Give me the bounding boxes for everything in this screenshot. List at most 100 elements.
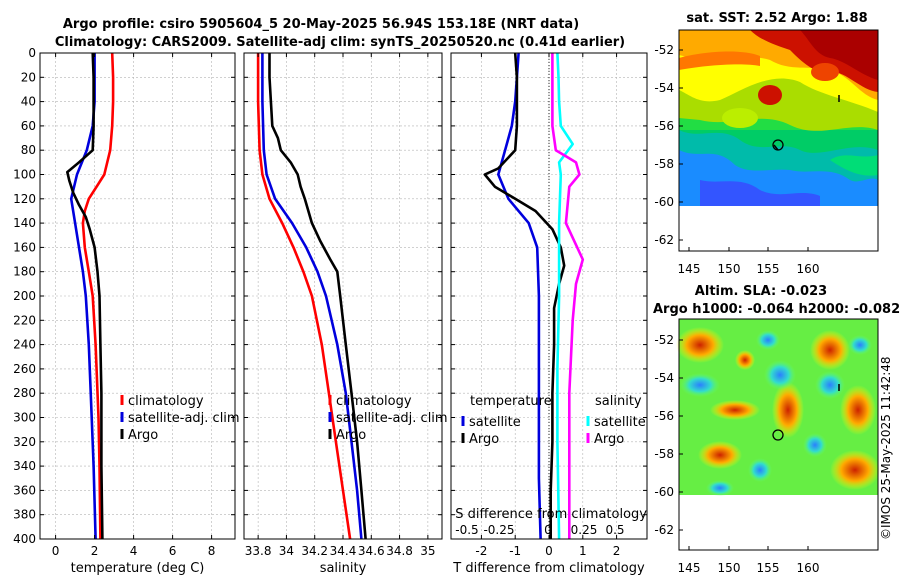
y-tick-label: 260 bbox=[13, 362, 36, 376]
imos-watermark: ©IMOS 25-May-2025 11:42:48 bbox=[879, 356, 893, 540]
y-tick-label: 220 bbox=[13, 313, 36, 327]
y-tick-label: 140 bbox=[13, 216, 36, 230]
y-tick-label: 60 bbox=[21, 119, 36, 133]
x-axis-label: T difference from climatology bbox=[452, 561, 645, 576]
legend-label: Argo bbox=[128, 428, 158, 443]
x-tick-label: 34.2 bbox=[301, 544, 328, 558]
sla-image bbox=[676, 319, 880, 496]
x-tick-label: 6 bbox=[169, 544, 177, 558]
x-tick-label: 34.4 bbox=[330, 544, 357, 558]
x-tick-label: 34.6 bbox=[358, 544, 385, 558]
lat-tick-label: -62 bbox=[654, 233, 674, 247]
lat-tick-label: -58 bbox=[654, 157, 674, 171]
series-line-climatology bbox=[81, 52, 115, 540]
y-tick-label: 100 bbox=[13, 168, 36, 182]
legend-title: salinity bbox=[595, 394, 642, 409]
x-tick-label: 1 bbox=[579, 544, 587, 558]
sst-map-frame bbox=[678, 29, 879, 252]
y-tick-label: 40 bbox=[21, 95, 36, 109]
series-line-argo bbox=[66, 52, 104, 540]
legend-label: satellite-adj. clim bbox=[128, 411, 240, 426]
lon-tick-label: 150 bbox=[718, 262, 741, 276]
y-tick-label: 280 bbox=[13, 386, 36, 400]
x-tick-label: 34.8 bbox=[386, 544, 413, 558]
lat-tick-label: -54 bbox=[654, 81, 674, 95]
series-line-salinity-argo bbox=[551, 53, 585, 539]
sla-map-title-line1: Altim. SLA: -0.023 bbox=[695, 284, 827, 299]
y-tick-label: 160 bbox=[13, 240, 36, 254]
y-tick-label: 120 bbox=[13, 192, 36, 206]
y-tick-label: 300 bbox=[13, 411, 36, 425]
figure-title-line1: Argo profile: csiro 5905604_5 20-May-202… bbox=[63, 17, 579, 32]
difference-panel: -2 -1 0 1 2 T difference from climatology temp… bbox=[450, 52, 648, 576]
y-tick-label: 240 bbox=[13, 338, 36, 352]
sla-map-title-line2: Argo h1000: -0.064 h2000: -0.082 bbox=[653, 302, 900, 317]
sla-map-ticks: -52 -54 -56 -58 -60 -62 145 150 155 160 bbox=[654, 333, 819, 575]
x-tick-label: 2 bbox=[91, 544, 99, 558]
sst-map-ticks: -52 -54 -56 -58 -60 -62 145 150 155 160 bbox=[654, 43, 819, 276]
lat-tick-label: -62 bbox=[654, 523, 674, 537]
legend-label: satellite bbox=[594, 415, 646, 430]
legend-label: Argo bbox=[336, 428, 366, 443]
y-tick-label: 360 bbox=[13, 483, 36, 497]
y-tick-label: 80 bbox=[21, 143, 36, 157]
legend-label: satellite bbox=[469, 415, 521, 430]
top-axis-label: S difference from climatology bbox=[455, 507, 647, 522]
y-tick-label: 180 bbox=[13, 265, 36, 279]
legend-label: climatology bbox=[336, 394, 412, 409]
salinity-panel: 33.8 34 34.2 34.4 34.6 34.8 35 salinity climatol… bbox=[243, 52, 448, 576]
lon-tick-label: 160 bbox=[797, 262, 820, 276]
legend-label: satellite-adj. clim bbox=[336, 411, 448, 426]
x-tick-label: 33.8 bbox=[245, 544, 272, 558]
lon-tick-label: 145 bbox=[678, 262, 701, 276]
figure-title-line2: Climatology: CARS2009. Satellite-adj cli… bbox=[55, 35, 625, 50]
lat-tick-label: -56 bbox=[654, 119, 674, 133]
x-tick-label: 34 bbox=[279, 544, 294, 558]
lon-tick-label: 155 bbox=[757, 262, 780, 276]
x-tick-label: -2 bbox=[475, 544, 487, 558]
top-tick-label: 0 bbox=[544, 523, 552, 537]
y-tick-label: 0 bbox=[28, 46, 36, 60]
x-tick-label: 0 bbox=[545, 544, 553, 558]
series-line-salinity-satellite bbox=[556, 52, 574, 540]
series-line-climatology bbox=[256, 53, 352, 540]
legend-label: Argo bbox=[469, 432, 499, 447]
argo-position-marker bbox=[772, 429, 784, 441]
top-tick-label: -0.25 bbox=[483, 523, 514, 537]
y-tick-label: 320 bbox=[13, 435, 36, 449]
lat-tick-label: -52 bbox=[654, 43, 674, 57]
sst-map: sat. SST: 2.52 Argo: 1.88 -52 -54 -56 -58 -6… bbox=[654, 11, 879, 276]
legend-title: temperature bbox=[470, 394, 552, 409]
series-line-temperature-argo bbox=[483, 52, 566, 539]
x-axis-label: temperature (deg C) bbox=[71, 561, 205, 576]
lat-tick-label: -52 bbox=[654, 333, 674, 347]
x-tick-label: 4 bbox=[130, 544, 138, 558]
lon-tick-label: 155 bbox=[757, 561, 780, 575]
sla-map-frame bbox=[678, 318, 879, 551]
legend-label: Argo bbox=[594, 432, 624, 447]
lat-tick-label: -56 bbox=[654, 409, 674, 423]
lat-tick-label: -58 bbox=[654, 447, 674, 461]
x-tick-label: 8 bbox=[208, 544, 216, 558]
x-tick-label: 0 bbox=[52, 544, 60, 558]
x-axis-label: salinity bbox=[320, 561, 367, 576]
top-tick-label: 0.5 bbox=[605, 523, 624, 537]
sst-map-title: sat. SST: 2.52 Argo: 1.88 bbox=[686, 11, 867, 26]
top-tick-label: 0.25 bbox=[571, 523, 598, 537]
series-line-argo bbox=[268, 53, 367, 540]
lon-tick-label: 150 bbox=[718, 561, 741, 575]
temperature-panel: 0204060801001201401601802002202402602803… bbox=[13, 46, 240, 576]
series-line-satellite-adj-clim bbox=[261, 53, 363, 540]
sst-image bbox=[679, 30, 878, 206]
legend-label: climatology bbox=[128, 394, 204, 409]
sla-map: Altim. SLA: -0.023 Argo h1000: -0.064 h2… bbox=[653, 284, 900, 575]
lon-tick-label: 160 bbox=[797, 561, 820, 575]
y-tick-label: 340 bbox=[13, 459, 36, 473]
series-line-temperature-satellite bbox=[497, 52, 542, 540]
y-tick-label: 380 bbox=[13, 508, 36, 522]
lon-tick-label: 145 bbox=[678, 561, 701, 575]
lat-tick-label: -60 bbox=[654, 485, 674, 499]
x-tick-label: -1 bbox=[509, 544, 521, 558]
x-tick-label: 35 bbox=[420, 544, 435, 558]
